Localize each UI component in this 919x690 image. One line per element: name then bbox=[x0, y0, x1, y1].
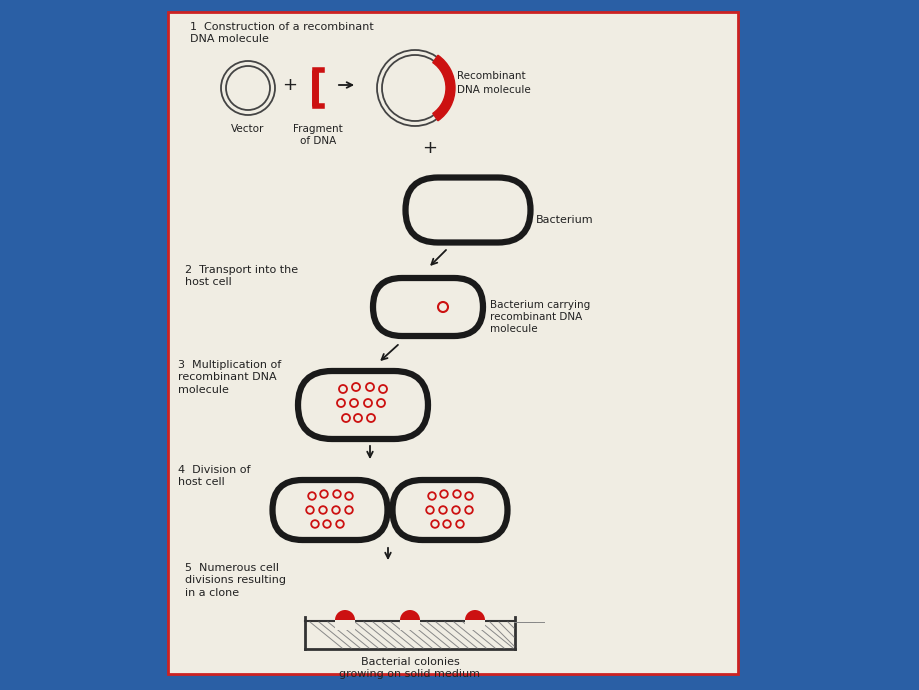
FancyBboxPatch shape bbox=[405, 177, 530, 242]
Circle shape bbox=[464, 610, 484, 630]
Text: Vector: Vector bbox=[231, 124, 265, 134]
FancyBboxPatch shape bbox=[464, 620, 484, 630]
FancyBboxPatch shape bbox=[392, 480, 507, 540]
Wedge shape bbox=[432, 55, 455, 121]
Text: Recombinant
DNA molecule: Recombinant DNA molecule bbox=[457, 71, 530, 95]
FancyBboxPatch shape bbox=[335, 620, 355, 630]
Text: Bacterium: Bacterium bbox=[536, 215, 593, 225]
Circle shape bbox=[335, 610, 355, 630]
Text: Bacterial colonies
growing on solid medium: Bacterial colonies growing on solid medi… bbox=[339, 657, 480, 680]
Text: +: + bbox=[282, 76, 297, 94]
Text: 4  Division of
host cell: 4 Division of host cell bbox=[177, 465, 250, 487]
Circle shape bbox=[400, 610, 420, 630]
FancyBboxPatch shape bbox=[272, 480, 387, 540]
Text: 2  Transport into the
host cell: 2 Transport into the host cell bbox=[185, 265, 298, 286]
Text: 3  Multiplication of
recombinant DNA
molecule: 3 Multiplication of recombinant DNA mole… bbox=[177, 360, 281, 395]
Text: +: + bbox=[422, 139, 437, 157]
Text: 5  Numerous cell
divisions resulting
in a clone: 5 Numerous cell divisions resulting in a… bbox=[185, 563, 286, 598]
FancyBboxPatch shape bbox=[298, 371, 427, 439]
Text: Fragment
of DNA: Fragment of DNA bbox=[293, 124, 343, 146]
Text: Bacterium carrying
recombinant DNA
molecule: Bacterium carrying recombinant DNA molec… bbox=[490, 299, 590, 335]
FancyBboxPatch shape bbox=[400, 620, 420, 630]
FancyBboxPatch shape bbox=[168, 12, 737, 674]
FancyBboxPatch shape bbox=[372, 278, 482, 336]
Text: 1  Construction of a recombinant
DNA molecule: 1 Construction of a recombinant DNA mole… bbox=[190, 22, 373, 43]
